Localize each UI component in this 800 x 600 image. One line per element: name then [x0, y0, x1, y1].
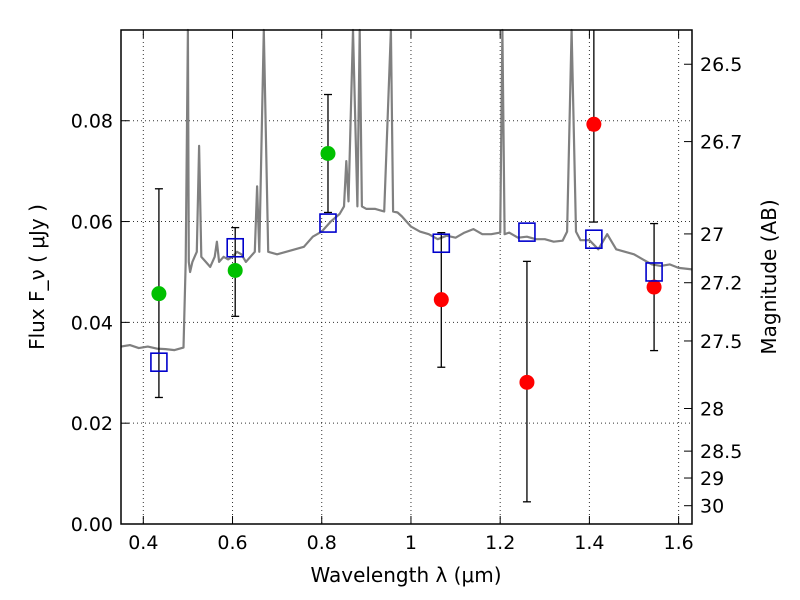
green-data-point	[151, 286, 167, 302]
y2-tick-label: 27	[700, 224, 724, 246]
green-data-point	[320, 146, 336, 161]
y2-axis: 26.5 26.7 27 27.2 27.5 28 28.5 29 30	[684, 54, 742, 518]
model-flux-square	[432, 233, 451, 254]
marker-layer	[150, 116, 663, 390]
y-axis: 0.00 0.02 0.04 0.06 0.08	[71, 111, 129, 536]
red-data-point	[519, 374, 535, 390]
y2-tick-label: 30	[700, 496, 724, 518]
x-tick-label: 0.4	[128, 532, 158, 554]
model-flux-square	[645, 262, 663, 282]
spectrum-layer	[120, 28, 693, 352]
plot-frame	[120, 29, 693, 525]
y2-tick-label: 29	[700, 468, 724, 490]
model-flux-square	[150, 352, 168, 372]
y2-tick-label: 28.5	[700, 441, 742, 463]
y2-tick-label: 26.5	[700, 54, 742, 76]
y2-tick-label: 27.5	[700, 331, 742, 353]
red-data-point	[433, 292, 449, 308]
y2-tick-label: 26.7	[700, 132, 742, 154]
y-tick-label: 0.06	[71, 212, 113, 234]
green-data-point	[227, 262, 243, 278]
x-tick-label: 0.8	[307, 532, 337, 554]
model-flux-square	[518, 222, 536, 242]
x-axis: 0.4 0.6 0.8 1 1.2 1.4 1.6	[128, 30, 694, 554]
red-data-point	[646, 279, 662, 295]
y-tick-label: 0.08	[71, 111, 113, 133]
y-axis-title: Flux F_ν ( μJy )	[25, 204, 49, 350]
y-tick-label: 0.04	[71, 312, 113, 334]
x-tick-label: 1.4	[574, 532, 604, 554]
y-tick-label: 0.00	[71, 514, 113, 536]
y2-tick-label: 28	[700, 399, 724, 421]
model-spectrum-line	[120, 28, 693, 352]
plot-background	[121, 30, 692, 524]
model-flux-square	[226, 237, 244, 258]
x-tick-label: 1.6	[664, 532, 694, 554]
x-tick-label: 1	[405, 532, 417, 554]
x-tick-label: 1.2	[485, 532, 515, 554]
red-data-point	[586, 116, 602, 132]
y2-axis-title: Magnitude (AB)	[757, 199, 781, 354]
model-flux-square	[585, 229, 603, 249]
x-tick-label: 0.6	[217, 532, 247, 554]
y-tick-label: 0.02	[71, 413, 113, 435]
y2-tick-label: 27.2	[700, 273, 742, 295]
x-axis-title: Wavelength λ (μm)	[310, 563, 501, 587]
model-flux-square	[319, 213, 337, 233]
